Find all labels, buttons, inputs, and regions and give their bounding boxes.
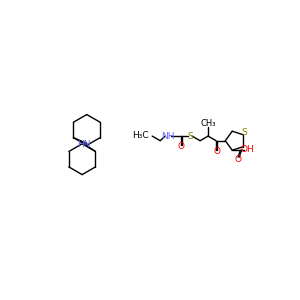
Text: OH: OH [240, 145, 254, 154]
Text: S: S [241, 128, 247, 137]
Text: O: O [234, 155, 241, 164]
Text: H₃C: H₃C [133, 131, 149, 140]
Text: CH₃: CH₃ [200, 118, 216, 127]
Text: NH: NH [161, 132, 175, 141]
Text: O: O [178, 142, 184, 152]
Text: S: S [188, 132, 194, 141]
Text: HN: HN [77, 140, 90, 149]
Text: O: O [213, 147, 220, 156]
